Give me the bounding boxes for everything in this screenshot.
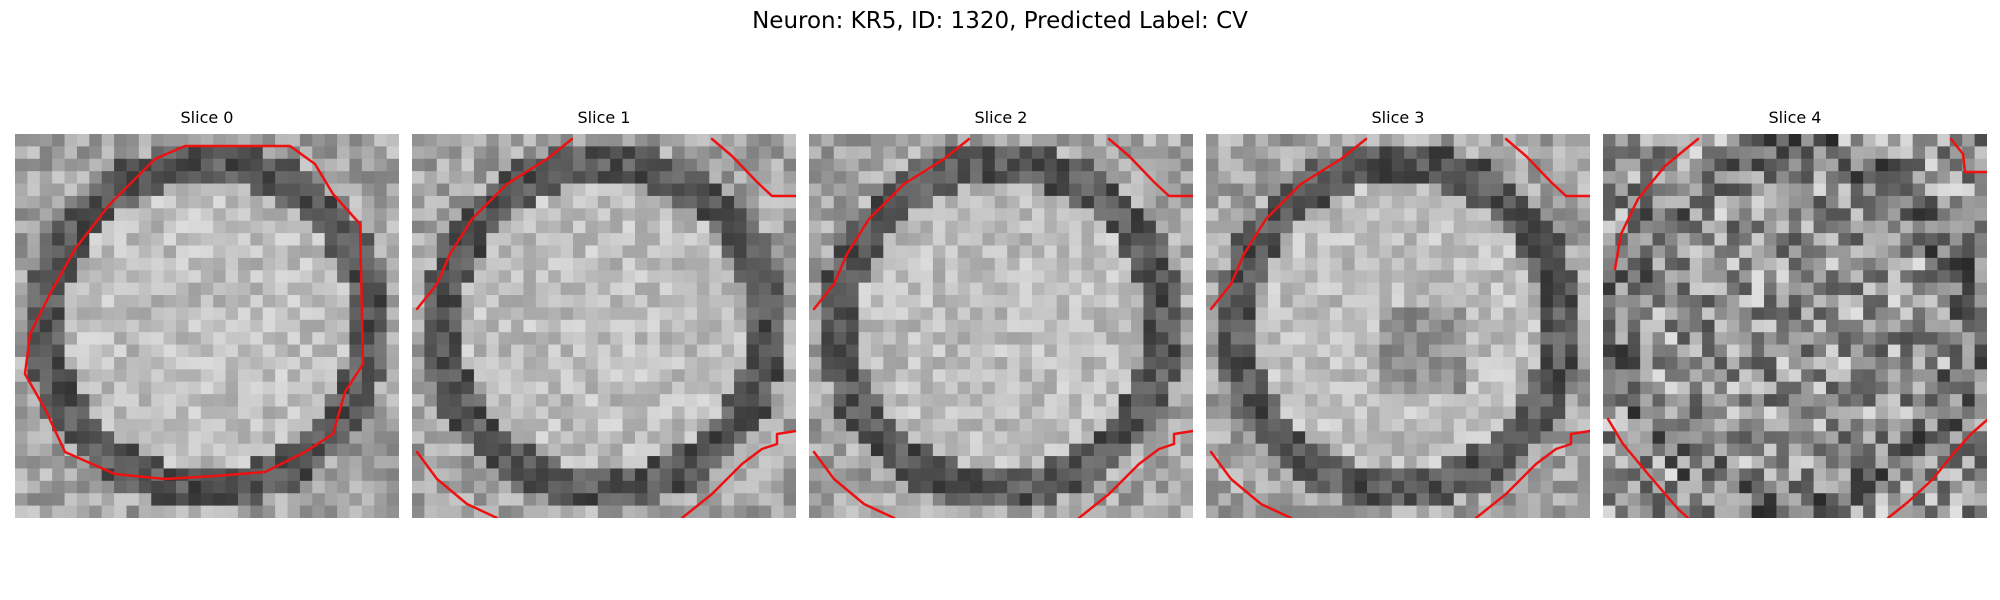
slice-image xyxy=(1206,134,1590,518)
slice-image xyxy=(15,134,399,518)
slice-image xyxy=(412,134,796,518)
slice-title: Slice 0 xyxy=(15,108,399,127)
slice-image xyxy=(1603,134,1987,518)
slice-title: Slice 2 xyxy=(809,108,1193,127)
figure-title: Neuron: KR5, ID: 1320, Predicted Label: … xyxy=(0,8,2000,34)
slice-title: Slice 1 xyxy=(412,108,796,127)
slice-title: Slice 4 xyxy=(1603,108,1987,127)
slice-title: Slice 3 xyxy=(1206,108,1590,127)
slice-image xyxy=(809,134,1193,518)
